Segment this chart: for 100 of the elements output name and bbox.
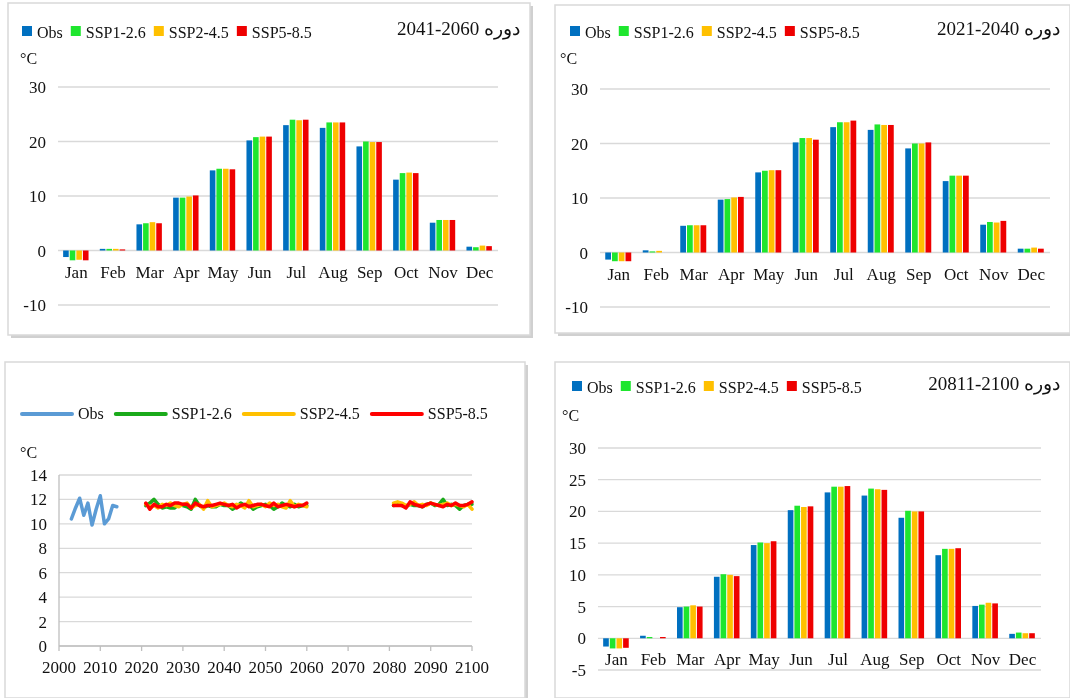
bar	[1029, 633, 1035, 639]
y-tick-label: 30	[571, 80, 588, 99]
x-tick-label: 2040	[207, 658, 242, 677]
line-series	[69, 494, 119, 527]
bar	[229, 169, 236, 251]
x-tick-label: May	[748, 650, 781, 670]
x-tick-label: Jan	[607, 264, 631, 284]
bar	[935, 555, 942, 639]
bar	[339, 122, 346, 251]
bar	[918, 511, 925, 639]
bar	[642, 250, 649, 253]
y-tick-label: -5	[571, 661, 586, 680]
bar	[1015, 632, 1022, 639]
y-tick-label: 0	[577, 629, 586, 649]
bar	[992, 603, 998, 639]
bar	[399, 173, 406, 251]
x-tick-label: 2000	[42, 658, 76, 677]
bar	[693, 225, 700, 253]
bar	[473, 247, 479, 251]
y-tick-label: 0	[37, 241, 46, 261]
bar	[412, 173, 419, 251]
bar	[696, 606, 703, 639]
bar	[369, 142, 376, 251]
bar	[466, 246, 473, 251]
bar	[757, 542, 764, 639]
bar	[216, 168, 222, 251]
x-tick-label: Nov	[979, 264, 1009, 284]
bar	[837, 486, 844, 639]
bar	[717, 199, 724, 253]
x-tick-label: 2100	[455, 658, 489, 677]
bar	[283, 125, 289, 251]
bar	[690, 605, 696, 639]
x-tick-label: Jun	[789, 650, 814, 670]
y-tick-label: 14	[30, 466, 48, 485]
bar	[942, 548, 948, 639]
bar	[912, 143, 918, 253]
bar	[136, 224, 143, 251]
x-tick-label: Oct	[943, 264, 969, 284]
y-tick-label: 30	[29, 78, 46, 97]
bar	[326, 122, 332, 251]
bar	[486, 246, 492, 251]
x-tick-label: 2080	[372, 658, 407, 677]
y-tick-label: -10	[565, 298, 588, 317]
bar	[623, 638, 629, 648]
x-tick-label: Nov	[970, 650, 1001, 670]
bar	[905, 510, 911, 639]
x-tick-label: Feb	[640, 650, 667, 670]
bar	[266, 136, 272, 251]
x-tick-label: 2010	[83, 658, 118, 677]
bar	[479, 245, 486, 251]
bar	[794, 505, 801, 639]
legend-label: Obs	[37, 24, 63, 41]
y-tick-label: 0	[579, 243, 588, 263]
y-tick-label: 10	[569, 565, 586, 585]
bar	[764, 543, 770, 639]
legend-label: Obs	[78, 405, 104, 422]
bar	[956, 175, 962, 253]
bar	[393, 179, 399, 251]
x-tick-label: Sep	[906, 264, 932, 284]
bar	[406, 172, 412, 251]
bar	[731, 197, 737, 253]
x-tick-label: Jun	[247, 262, 272, 282]
bar	[755, 172, 761, 253]
legend-label: SSP2-4.5	[718, 379, 779, 396]
y-tick-label: 2	[38, 612, 47, 632]
legend-label: SSP1-2.6	[635, 379, 696, 396]
bar	[955, 548, 961, 639]
bar	[209, 170, 216, 251]
bar	[63, 250, 69, 258]
bar	[1017, 248, 1024, 253]
x-tick-label: Aug	[860, 650, 891, 670]
x-tick-label: Apr	[718, 264, 745, 284]
legend-label: SSP2-4.5	[299, 405, 360, 422]
bar	[993, 222, 1000, 253]
legend-label: Obs	[585, 24, 611, 41]
bar	[156, 223, 162, 251]
x-tick-label: Apr	[173, 262, 200, 282]
bar	[443, 219, 449, 251]
bar	[603, 638, 609, 647]
y-tick-label: 10	[30, 514, 47, 534]
bar	[612, 252, 618, 262]
x-tick-label: Sep	[899, 650, 925, 670]
legend-label: SSP5-8.5	[427, 405, 488, 422]
bar	[987, 221, 993, 253]
bar	[727, 574, 733, 639]
y-tick-label: 8	[38, 539, 47, 559]
bar	[843, 122, 850, 253]
bar	[1024, 248, 1031, 253]
legend-label: SSP5-8.5	[799, 24, 860, 41]
bar	[918, 143, 925, 253]
y-tick-label: 20	[571, 134, 588, 154]
x-tick-label: 2090	[413, 658, 448, 677]
y-tick-label: 5	[577, 597, 586, 617]
bar	[436, 219, 442, 251]
bar	[888, 124, 894, 253]
bar	[296, 120, 302, 251]
bar	[768, 170, 775, 253]
bar	[980, 224, 986, 253]
x-tick-label: Dec	[465, 262, 494, 282]
x-tick-label: Apr	[713, 650, 741, 670]
